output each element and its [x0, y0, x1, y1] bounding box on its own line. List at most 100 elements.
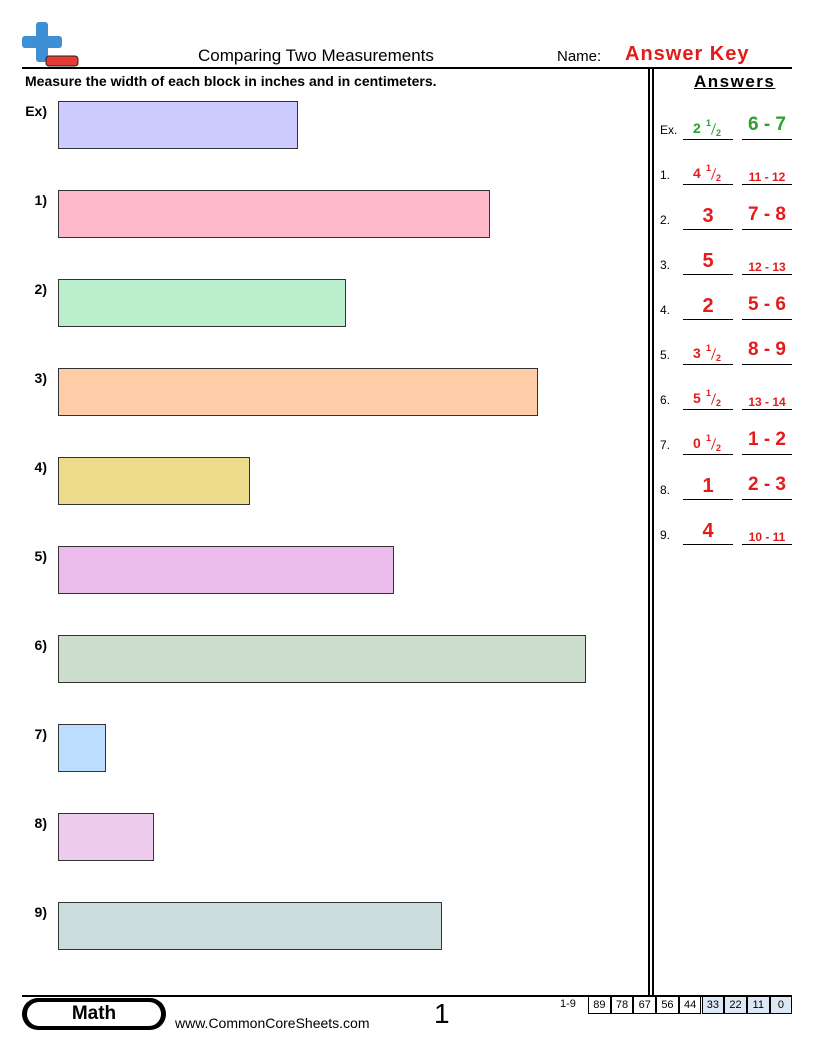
underline	[683, 139, 733, 140]
underline	[683, 319, 733, 320]
score: 22	[729, 999, 742, 1011]
underline	[683, 364, 733, 365]
inches-answer: 3	[683, 198, 733, 228]
inches-value: 5	[702, 250, 714, 272]
numerator: 1	[706, 433, 712, 443]
score-cell: 22	[724, 996, 747, 1014]
problem-label: 5)	[34, 548, 47, 564]
underline	[742, 319, 792, 320]
logo	[22, 22, 79, 67]
answer-label: 3.	[660, 258, 671, 272]
denominator: 2	[716, 173, 722, 183]
denominator: 2	[716, 398, 722, 408]
inches-answer: 1	[683, 468, 733, 498]
underline	[742, 139, 792, 140]
score-cell: 33	[701, 996, 725, 1014]
underline	[683, 454, 733, 455]
block	[58, 279, 346, 327]
divider	[648, 68, 650, 996]
block	[58, 368, 538, 416]
numerator: 1	[706, 163, 712, 173]
underline	[742, 364, 792, 365]
answer-label: 5.	[660, 348, 671, 362]
answer-label: 2.	[660, 213, 671, 227]
score-cell: 11	[746, 996, 770, 1014]
cm-answer: 2 - 3	[747, 474, 787, 495]
inches-value: 2	[702, 295, 714, 317]
answer-label: 6.	[660, 393, 671, 407]
underline	[742, 544, 792, 545]
underline	[683, 229, 733, 230]
score: 89	[593, 999, 606, 1011]
website: www.CommonCoreSheets.com	[175, 1015, 370, 1031]
problem-label: 8)	[34, 815, 47, 831]
underline	[742, 274, 792, 275]
subject: Math	[71, 1003, 117, 1024]
underline	[683, 499, 733, 500]
numerator: 1	[706, 118, 712, 128]
block	[58, 724, 106, 772]
denominator: 2	[716, 443, 722, 453]
inches-value: 4	[702, 520, 714, 542]
inches-value: 1	[702, 475, 714, 497]
page-number: 1	[434, 998, 450, 1029]
problem-label: 4)	[34, 459, 47, 475]
answer-label: Ex.	[660, 123, 678, 137]
cm-answer: 12 - 13	[748, 260, 786, 274]
numerator: 1	[706, 343, 712, 353]
score: 0	[777, 999, 784, 1011]
cm-answer: 5 - 6	[747, 294, 787, 315]
cm-answer: 8 - 9	[747, 339, 787, 360]
answer-label: 1.	[660, 168, 671, 182]
score-label: 1-9	[560, 998, 576, 1010]
block	[58, 457, 250, 505]
inches-answer: 4	[683, 513, 733, 543]
score-cell: 56	[656, 996, 679, 1014]
score-cell: 44	[678, 996, 702, 1014]
block	[58, 635, 586, 683]
underline	[683, 274, 733, 275]
answer-label: 8.	[660, 483, 671, 497]
whole: 0	[693, 435, 701, 451]
instructions: Measure the width of each block in inche…	[25, 73, 437, 89]
block	[58, 546, 394, 594]
block	[58, 902, 442, 950]
name-label: Name:	[557, 48, 602, 65]
problem-label: 7)	[34, 726, 47, 742]
answer-label: 4.	[660, 303, 671, 317]
score: 56	[661, 999, 674, 1011]
whole: 2	[693, 120, 701, 136]
score: 11	[752, 999, 764, 1011]
underline	[742, 454, 792, 455]
underline	[683, 184, 733, 185]
score-cell: 78	[610, 996, 634, 1014]
block	[58, 190, 490, 238]
problem-label: 3)	[34, 370, 47, 386]
divider	[652, 68, 654, 996]
score-cell: 89	[588, 996, 611, 1014]
numerator: 1	[706, 388, 712, 398]
whole: 3	[693, 345, 701, 361]
name-value: Answer Key	[625, 43, 750, 65]
cm-answer: 7 - 8	[747, 204, 787, 225]
inches-value: 3	[702, 205, 714, 227]
problem-label: 1)	[34, 192, 47, 208]
underline	[742, 229, 792, 230]
cm-answer: 13 - 14	[748, 395, 786, 409]
whole: 4	[693, 165, 701, 181]
inches-answer: 2	[683, 288, 733, 318]
inches-answer: 5	[683, 243, 733, 273]
answer-label: 9.	[660, 528, 671, 542]
footer-rule	[22, 995, 792, 997]
denominator: 2	[716, 353, 722, 363]
problem-label: 6)	[34, 637, 47, 653]
whole: 5	[693, 390, 701, 406]
score: 67	[638, 999, 651, 1011]
denominator: 2	[716, 128, 722, 138]
score: 33	[706, 999, 719, 1011]
